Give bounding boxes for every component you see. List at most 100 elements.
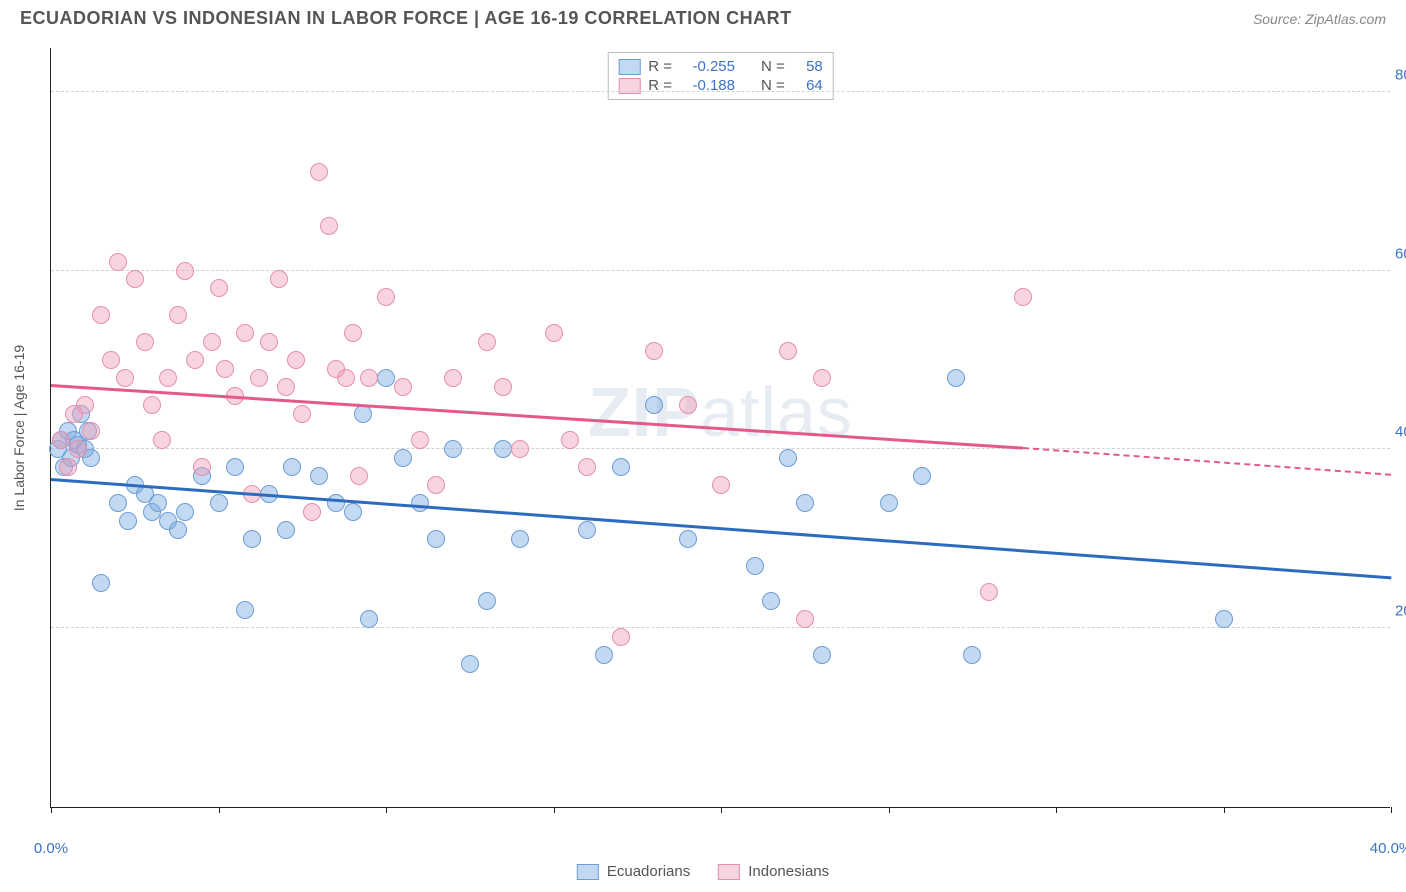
data-point [193, 458, 211, 476]
data-point [645, 396, 663, 414]
data-point [116, 369, 134, 387]
data-point [126, 270, 144, 288]
data-point [320, 217, 338, 235]
data-point [149, 494, 167, 512]
data-point [136, 333, 154, 351]
legend-row: R =-0.255N =58 [618, 57, 823, 76]
r-label: R = [648, 58, 672, 75]
x-tick [51, 807, 52, 813]
trend-line [51, 384, 1023, 449]
data-point [377, 288, 395, 306]
data-point [394, 378, 412, 396]
data-point [746, 557, 764, 575]
data-point [478, 592, 496, 610]
scatter-chart: In Labor Force | Age 16-19 ZIPatlas R =-… [50, 48, 1390, 808]
x-tick [1056, 807, 1057, 813]
data-point [1215, 610, 1233, 628]
x-tick-label: 40.0% [1370, 840, 1406, 857]
data-point [612, 458, 630, 476]
data-point [119, 512, 137, 530]
data-point [350, 467, 368, 485]
data-point [176, 262, 194, 280]
chart-source: Source: ZipAtlas.com [1253, 11, 1386, 27]
data-point [92, 574, 110, 592]
data-point [159, 369, 177, 387]
legend-row: R =-0.188N =64 [618, 76, 823, 95]
data-point [561, 431, 579, 449]
data-point [679, 530, 697, 548]
data-point [303, 503, 321, 521]
y-tick-label: 60.0% [1395, 245, 1406, 262]
data-point [210, 494, 228, 512]
data-point [109, 494, 127, 512]
data-point [293, 405, 311, 423]
r-value: -0.255 [680, 58, 735, 75]
x-tick [889, 807, 890, 813]
chart-header: ECUADORIAN VS INDONESIAN IN LABOR FORCE … [0, 0, 1406, 33]
trend-line-dashed [1022, 447, 1391, 476]
data-point [796, 494, 814, 512]
data-point [277, 521, 295, 539]
data-point [461, 655, 479, 673]
data-point [427, 476, 445, 494]
y-tick-label: 40.0% [1395, 424, 1406, 441]
data-point [102, 351, 120, 369]
series-legend-item: Ecuadorians [577, 863, 690, 880]
data-point [813, 646, 831, 664]
data-point [779, 449, 797, 467]
gridline [51, 448, 1390, 449]
data-point [337, 369, 355, 387]
n-value: 58 [793, 58, 823, 75]
data-point [578, 521, 596, 539]
data-point [260, 333, 278, 351]
legend-swatch [718, 864, 740, 880]
legend-swatch [577, 864, 599, 880]
data-point [411, 431, 429, 449]
data-point [236, 601, 254, 619]
data-point [813, 369, 831, 387]
data-point [796, 610, 814, 628]
data-point [1014, 288, 1032, 306]
data-point [779, 342, 797, 360]
data-point [310, 163, 328, 181]
gridline [51, 91, 1390, 92]
data-point [92, 306, 110, 324]
data-point [612, 628, 630, 646]
data-point [494, 378, 512, 396]
data-point [478, 333, 496, 351]
data-point [283, 458, 301, 476]
legend-swatch [618, 59, 640, 75]
data-point [712, 476, 730, 494]
data-point [176, 503, 194, 521]
data-point [913, 467, 931, 485]
series-legend-item: Indonesians [718, 863, 829, 880]
data-point [216, 360, 234, 378]
gridline [51, 270, 1390, 271]
data-point [511, 440, 529, 458]
data-point [203, 333, 221, 351]
data-point [186, 351, 204, 369]
data-point [545, 324, 563, 342]
data-point [444, 440, 462, 458]
data-point [210, 279, 228, 297]
data-point [327, 494, 345, 512]
data-point [310, 467, 328, 485]
data-point [880, 494, 898, 512]
data-point [250, 369, 268, 387]
data-point [354, 405, 372, 423]
data-point [277, 378, 295, 396]
x-tick-label: 0.0% [34, 840, 68, 857]
data-point [444, 369, 462, 387]
data-point [59, 458, 77, 476]
data-point [169, 306, 187, 324]
data-point [963, 646, 981, 664]
y-axis-label: In Labor Force | Age 16-19 [11, 344, 27, 510]
data-point [52, 431, 70, 449]
data-point [344, 324, 362, 342]
x-tick [554, 807, 555, 813]
data-point [511, 530, 529, 548]
x-tick [721, 807, 722, 813]
x-tick [386, 807, 387, 813]
data-point [762, 592, 780, 610]
data-point [226, 458, 244, 476]
